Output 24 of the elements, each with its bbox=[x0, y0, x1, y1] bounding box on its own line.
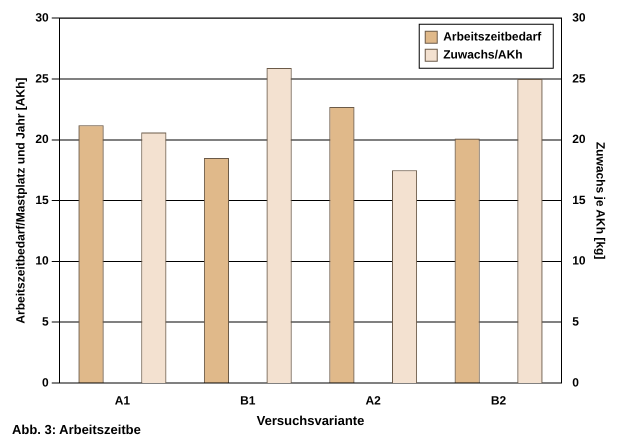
y2-tick-label: 30 bbox=[572, 10, 586, 25]
legend-label: Arbeitszeitbedarf bbox=[443, 30, 542, 44]
x-tick-label: A1 bbox=[114, 394, 130, 408]
y-tick-label: 5 bbox=[42, 314, 50, 329]
y-axis-title: Arbeitszeitbedarf/Mastplatz und Jahr [AKh] bbox=[14, 78, 28, 324]
y-tick-label: 15 bbox=[35, 192, 50, 207]
x-tick-label: B2 bbox=[490, 394, 507, 408]
y2-tick-label: 25 bbox=[572, 71, 586, 86]
caption: Abb. 3: Arbeitszeitbe bbox=[12, 422, 141, 438]
y-tick-label: 20 bbox=[35, 132, 50, 146]
x-tick-label: B1 bbox=[240, 394, 256, 408]
y-tick-label: 25 bbox=[35, 71, 50, 86]
y2-tick-label: 15 bbox=[572, 192, 586, 207]
y2-tick-label: 10 bbox=[572, 254, 586, 268]
x-tick-label: A2 bbox=[366, 394, 382, 408]
y2-tick-label: 0 bbox=[572, 375, 580, 390]
y-tick-label: 0 bbox=[42, 375, 50, 390]
y2-tick-label: 20 bbox=[572, 132, 586, 146]
y2-tick-label: 5 bbox=[572, 314, 580, 329]
y2-axis-title: Zuwachs je AKh [kg] bbox=[593, 142, 608, 260]
x-axis-title: Versuchsvariante bbox=[256, 412, 364, 428]
y-tick-label: 30 bbox=[35, 10, 50, 25]
y-tick-label: 10 bbox=[35, 254, 50, 268]
legend-label: Zuwachs/AKh bbox=[443, 48, 523, 62]
